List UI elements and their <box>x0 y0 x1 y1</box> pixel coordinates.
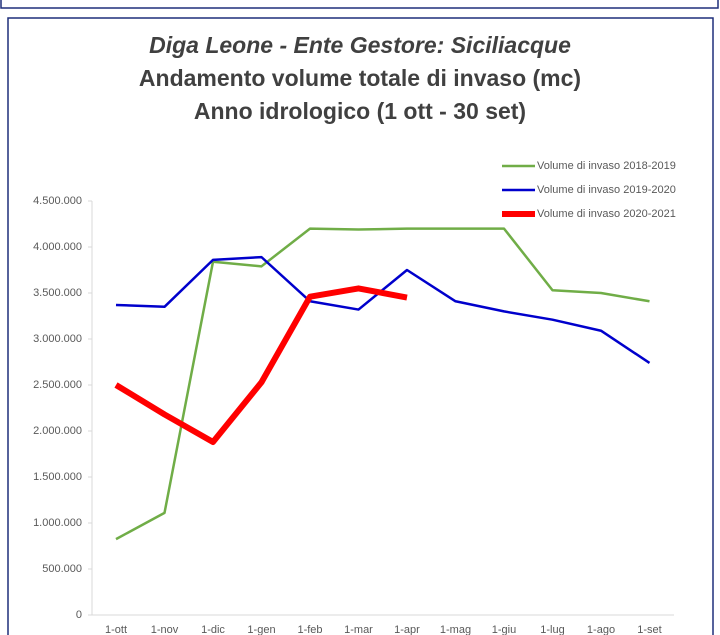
x-tick-label: 1-ago <box>587 624 615 635</box>
x-tick-label: 1-dic <box>201 624 225 635</box>
y-tick-label: 2.000.000 <box>33 425 82 437</box>
x-tick-label: 1-feb <box>297 624 322 635</box>
legend-label: Volume di invaso 2020-2021 <box>537 208 676 220</box>
top-frame <box>0 0 719 9</box>
y-tick-label: 4.000.000 <box>33 241 82 253</box>
x-tick-label: 1-apr <box>394 624 420 635</box>
x-tick-label: 1-set <box>637 624 661 635</box>
y-tick-label: 0 <box>76 609 82 621</box>
x-tick-label: 1-gen <box>247 624 275 635</box>
x-tick-label: 1-mar <box>344 624 373 635</box>
y-tick-label: 1.000.000 <box>33 517 82 529</box>
y-tick-label: 3.500.000 <box>33 287 82 299</box>
y-tick-label: 2.500.000 <box>33 379 82 391</box>
chart-subtitle: Anno idrologico (1 ott - 30 set) <box>194 98 526 124</box>
x-tick-label: 1-mag <box>440 624 471 635</box>
chart-subtitle: Andamento volume totale di invaso (mc) <box>139 65 581 91</box>
x-tick-label: 1-giu <box>492 624 516 635</box>
x-tick-label: 1-nov <box>151 624 179 635</box>
x-tick-label: 1-lug <box>540 624 564 635</box>
series-line <box>114 285 408 446</box>
chart-frame <box>7 17 714 635</box>
legend-label: Volume di invaso 2019-2020 <box>537 184 676 196</box>
y-tick-label: 3.000.000 <box>33 333 82 345</box>
legend-label: Volume di invaso 2018-2019 <box>537 160 676 172</box>
y-tick-label: 1.500.000 <box>33 471 82 483</box>
series-line <box>115 255 651 364</box>
chart-title: Diga Leone - Ente Gestore: Siciliacque <box>149 32 571 58</box>
y-tick-label: 500.000 <box>42 563 82 575</box>
y-tick-label: 4.500.000 <box>33 195 82 207</box>
series-line <box>115 227 650 541</box>
x-tick-label: 1-ott <box>105 624 127 635</box>
